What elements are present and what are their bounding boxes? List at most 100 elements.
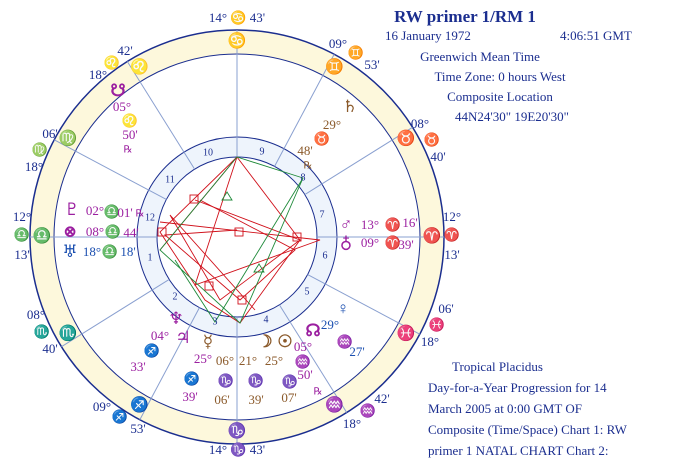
planet-glyph: ♂ <box>340 215 353 234</box>
planet-min: 50' <box>297 367 312 382</box>
planet-deg: 06° <box>216 353 234 368</box>
zodiac-sign: ♎ <box>33 226 52 244</box>
planet-min: 39' <box>248 392 263 407</box>
planet-retro: ℞ <box>124 144 133 155</box>
planet-sign: ♐ <box>184 371 200 386</box>
zodiac-sign: ♈ <box>423 226 442 244</box>
planet-deg: 13° <box>361 217 379 232</box>
cusp-line <box>139 307 200 421</box>
zodiac-sign: ♒ <box>325 395 344 413</box>
planet-deg: 25° <box>265 353 283 368</box>
planet-deg: 02° <box>86 203 104 218</box>
zodiac-sign: ♉ <box>397 129 416 147</box>
planet-sign: ♒ <box>337 334 353 349</box>
planet-glyph: ♃ <box>175 328 190 347</box>
house-number: 11 <box>165 174 175 185</box>
info-line: Time Zone: 0 hours West <box>434 69 566 84</box>
house-number: 12 <box>145 212 155 223</box>
planet-min: 50' <box>122 127 137 142</box>
cusp-line <box>278 304 348 413</box>
cusp-line <box>126 61 196 170</box>
planet-sign: ♐ <box>144 343 160 358</box>
cusp-minute: 40' <box>42 341 57 356</box>
cusp-degree: 42' <box>117 43 132 58</box>
cusp-minute: 13' <box>444 247 459 262</box>
planet-min: 16' <box>402 215 417 230</box>
planet-sign: ♎ <box>102 244 118 259</box>
date: 16 January 1972 <box>385 28 471 43</box>
cusp-sign: ♏ <box>34 324 50 339</box>
planet-min: 07' <box>281 390 296 405</box>
aspect-lines <box>157 156 321 324</box>
planet-min: 27' <box>349 344 364 359</box>
planet-glyph: ☿ <box>203 332 213 351</box>
planet-min: 44' <box>123 225 138 240</box>
title: RW primer 1/RM 1 <box>394 7 536 26</box>
cusp-degree: 08° <box>27 307 45 322</box>
cusp-minute: 18° <box>421 334 439 349</box>
planet-min: 48' <box>297 143 312 158</box>
cusp-sign: ♍ <box>32 142 48 157</box>
cusp-minute: 53' <box>364 57 379 72</box>
planet-sign: ♈ <box>385 217 401 232</box>
cusp-sign: ♓ <box>429 317 445 332</box>
mc-label: 14° ♋ 43' <box>209 10 265 25</box>
cusp-degree: 42' <box>374 391 389 406</box>
cusp-sign: ♊ <box>348 45 364 60</box>
footer-line: Tropical Placidus <box>452 359 543 374</box>
planet-sign: ♉ <box>314 131 330 146</box>
cusp-degree: 09° <box>329 36 347 51</box>
cusp-minute: 53' <box>130 421 145 436</box>
footer-line: primer 1 NATAL CHART Chart 2: <box>428 443 609 458</box>
aspect-lines-green <box>159 156 304 324</box>
planet-deg: 09° <box>361 235 379 250</box>
planet-sign: ♑ <box>248 373 264 388</box>
planet-sign: ♈ <box>385 235 401 250</box>
planet-glyph: ♄ <box>342 97 357 116</box>
planet-glyph: ☊ <box>305 321 320 340</box>
planet-deg: 29° <box>321 317 339 332</box>
zodiac-sign: ♓ <box>397 324 416 342</box>
cusp-degree: 06' <box>438 301 453 316</box>
house-number: 8 <box>301 172 306 183</box>
zodiac-sign: ♑ <box>228 421 247 439</box>
cusp-sign: ♌ <box>104 55 120 70</box>
planet-sign: ♑ <box>282 374 298 389</box>
cusp-minute: 13' <box>14 247 29 262</box>
planet-glyph: ☋ <box>110 81 125 100</box>
planet-sign: ♎ <box>105 224 121 239</box>
cusp-line <box>61 278 170 348</box>
cusp-degree: 09° <box>93 399 111 414</box>
cusp-sign: ♐ <box>112 409 128 424</box>
house-number: 2 <box>173 291 178 302</box>
cusp-degree: 12° <box>13 209 31 224</box>
planet-glyph: ⊗ <box>63 222 77 241</box>
footer-line: Composite (Time/Space) Chart 1: RW <box>428 422 628 437</box>
planet-glyph: ♀ <box>337 299 350 318</box>
planet-sign: ♎ <box>104 204 120 219</box>
zodiac-sign: ♐ <box>130 395 149 413</box>
planet-min: 06' <box>214 392 229 407</box>
planet-glyph: ♁ <box>340 233 352 252</box>
cusp-minute: 40' <box>430 149 445 164</box>
ic-label: 14° ♑ 43' <box>209 442 265 457</box>
cusp-line <box>307 274 421 335</box>
info-line: Greenwich Mean Time <box>420 49 540 64</box>
zodiac-sign: ♌ <box>130 58 149 76</box>
info-line: Composite Location <box>447 89 553 104</box>
house-number: 9 <box>260 146 265 157</box>
planet-deg: 08° <box>86 224 104 239</box>
planet-sign: ♒ <box>295 354 311 369</box>
planet-deg: 18° <box>83 244 101 259</box>
footer-line: Day-for-a-Year Progression for 14 <box>428 380 607 395</box>
house-number: 7 <box>320 209 325 220</box>
planet-deg: 21° <box>239 353 257 368</box>
planet-deg: 05° <box>294 339 312 354</box>
planet-sign: ♌ <box>122 113 138 128</box>
planet-glyph: ☽ <box>257 332 272 351</box>
planet-glyph: ☉ <box>277 332 292 351</box>
cusp-line <box>53 139 167 200</box>
planet-glyph: ♅ <box>62 242 77 261</box>
planet-deg: 25° <box>194 351 212 366</box>
